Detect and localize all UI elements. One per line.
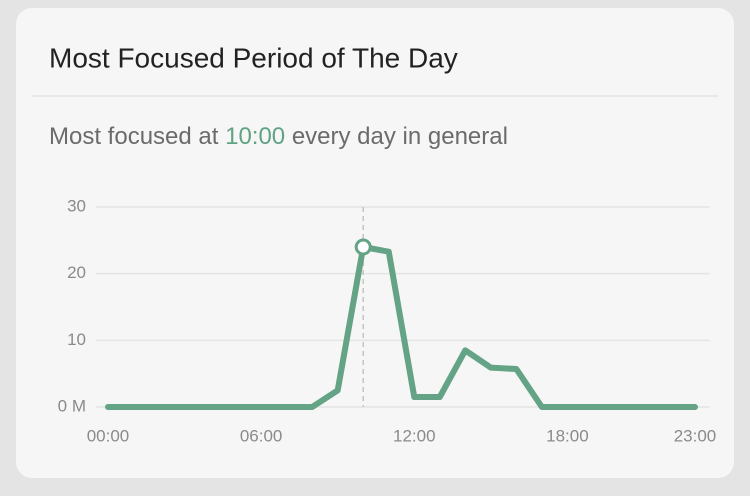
y-tick-label: 10 [67,330,86,349]
subtitle: Most focused at 10:00 every day in gener… [49,123,508,150]
highlight-point [354,238,372,256]
subtitle-highlight: 10:00 [225,123,285,150]
subtitle-prefix: Most focused at [49,123,225,150]
data-line [105,244,698,410]
y-tick-label: 30 [67,196,86,215]
card-title: Most Focused Period of The Day [49,42,458,73]
y-tick-label: 0 M [58,396,86,415]
x-tick-label: 12:00 [393,426,436,445]
x-tick-label: 00:00 [87,426,130,445]
x-tick-label: 23:00 [674,426,717,445]
y-tick-label: 20 [67,263,86,282]
subtitle-suffix: every day in general [285,123,508,150]
x-tick-label: 18:00 [546,426,589,445]
x-tick-label: 06:00 [240,426,283,445]
card [16,8,734,478]
